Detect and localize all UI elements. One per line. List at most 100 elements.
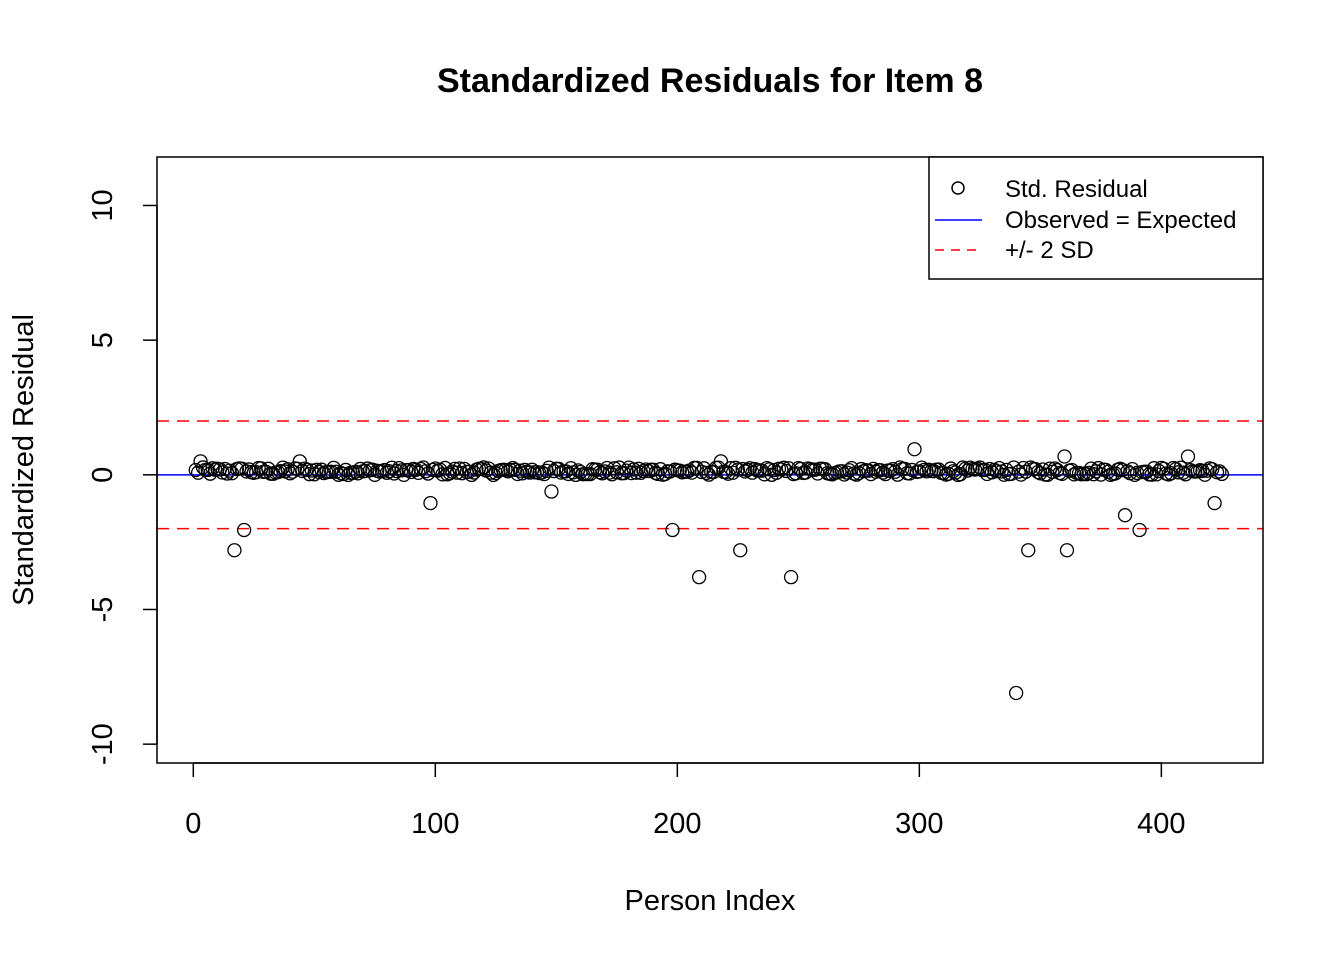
data-point [595, 466, 610, 481]
data-point [522, 465, 537, 480]
data-point [292, 454, 307, 469]
data-point [1113, 461, 1128, 476]
data-point [706, 464, 721, 480]
data-point [885, 461, 900, 477]
x-tick-label: 300 [895, 808, 943, 840]
y-tick-label: -10 [87, 723, 119, 765]
data-point [931, 462, 946, 477]
data-point [735, 461, 750, 477]
data-point [1047, 461, 1063, 476]
legend-entry-std-residual: Std. Residual [1005, 176, 1148, 203]
data-point [188, 462, 203, 478]
data-point [1079, 467, 1094, 482]
data-point [1175, 465, 1191, 480]
y-tick-label: -5 [87, 597, 119, 623]
data-point [1132, 522, 1147, 538]
data-point [757, 467, 772, 482]
data-point [500, 464, 516, 479]
data-point [224, 466, 240, 481]
data-point [554, 465, 569, 480]
y-axis-label: Standardized Residual [8, 314, 40, 606]
data-point [423, 495, 438, 511]
y-tick-label: 10 [87, 189, 119, 221]
y-tick-label: 5 [87, 332, 119, 348]
data-point [193, 454, 208, 469]
data-point [442, 465, 457, 481]
data-point [873, 463, 888, 478]
data-point [236, 522, 252, 538]
legend-box [928, 156, 1264, 280]
data-point [679, 464, 695, 479]
data-point [839, 465, 854, 480]
data-point [1018, 464, 1033, 479]
x-tick-label: 0 [185, 808, 201, 840]
data-point [411, 465, 426, 480]
data-point [227, 543, 242, 558]
data-point [737, 464, 753, 479]
data-point [616, 465, 632, 481]
data-point [1144, 467, 1159, 482]
data-point [449, 465, 465, 480]
plot-area [157, 420, 1263, 701]
data-point [1059, 543, 1075, 558]
data-point [544, 484, 559, 499]
data-point [1088, 464, 1104, 479]
data-point [1130, 465, 1145, 481]
data-point [769, 465, 784, 480]
data-point [220, 466, 235, 481]
data-point [205, 461, 220, 476]
data-point [730, 462, 745, 477]
data-point [510, 466, 525, 482]
legend: Std. Residual Observed = Expected +/- 2 … [928, 156, 1264, 280]
data-point [733, 543, 748, 558]
x-tick-label: 200 [653, 808, 701, 840]
x-tick-label: 400 [1137, 808, 1185, 840]
data-point [936, 465, 951, 481]
data-point [1033, 466, 1048, 481]
data-point [1214, 466, 1230, 482]
data-point [435, 467, 450, 482]
data-point [1009, 685, 1024, 701]
y-tick-label: 0 [87, 467, 119, 483]
data-point [999, 462, 1014, 478]
data-point [418, 464, 433, 479]
data-point [190, 465, 206, 480]
data-point [1117, 508, 1133, 523]
data-point [512, 463, 528, 478]
data-point [273, 464, 288, 479]
data-point [1057, 449, 1072, 464]
data-point [437, 460, 453, 476]
legend-circle-icon [951, 181, 965, 195]
data-point [379, 465, 395, 480]
data-point [1195, 463, 1210, 479]
data-point [1180, 449, 1196, 464]
data-point [691, 570, 707, 585]
x-tick-label: 100 [411, 808, 459, 840]
data-point [694, 464, 709, 480]
data-point [798, 465, 813, 480]
data-point [917, 462, 932, 478]
data-point [907, 442, 922, 457]
data-point [953, 467, 968, 482]
data-point [783, 570, 799, 585]
data-point [1050, 462, 1065, 478]
chart-title: Standardized Residuals for Item 8 [437, 62, 983, 100]
data-point [977, 462, 992, 478]
data-point [629, 465, 644, 480]
data-point [1016, 460, 1031, 476]
data-point [1004, 466, 1019, 481]
data-point [1042, 461, 1058, 476]
data-point [793, 461, 808, 477]
legend-entry-observed-expected: Observed = Expected [1005, 207, 1236, 234]
data-point [1207, 495, 1222, 511]
data-point [1021, 543, 1036, 558]
data-point [1098, 462, 1113, 478]
data-point [541, 460, 557, 475]
data-point [389, 463, 404, 479]
data-point [878, 466, 893, 482]
y-axis: -10 -5 0 5 10 [87, 189, 158, 765]
x-axis: 0 100 200 300 400 [185, 762, 1186, 840]
data-point [311, 464, 327, 480]
data-point [902, 466, 917, 481]
